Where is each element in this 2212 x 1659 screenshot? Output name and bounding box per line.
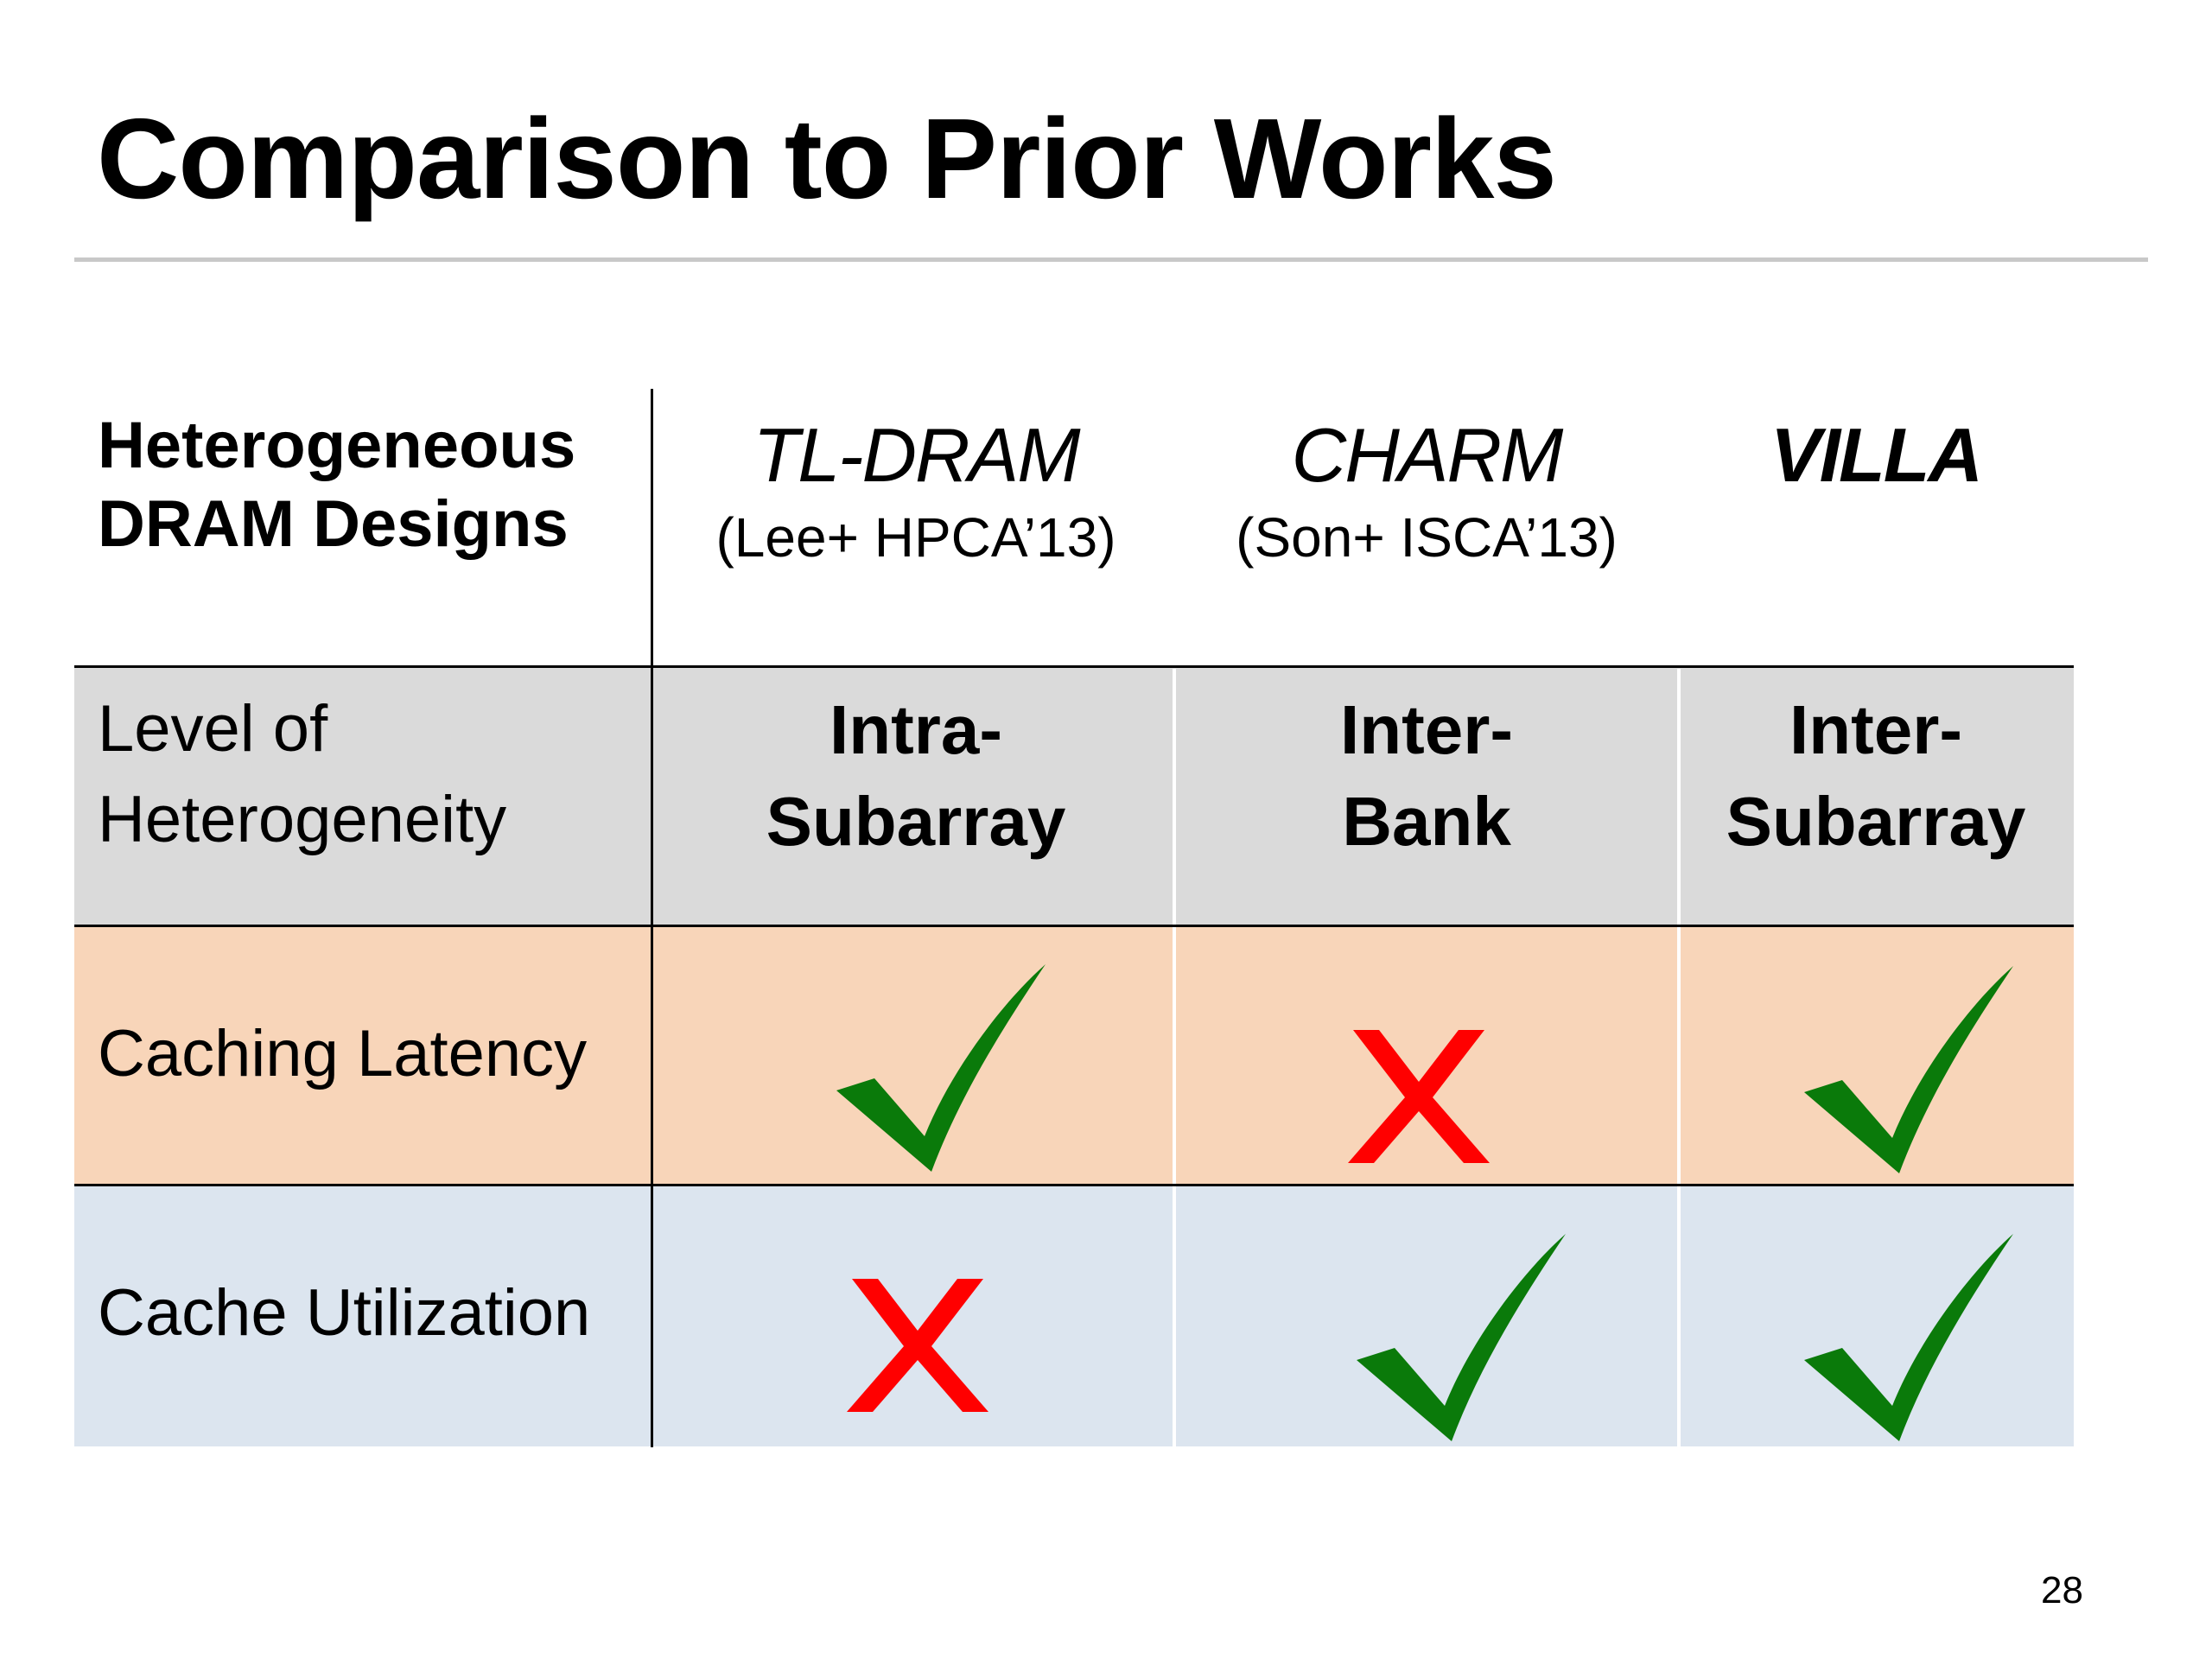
column-divider (1173, 669, 1176, 1446)
table-header-label: Heterogeneous DRAM Designs (98, 406, 575, 563)
cell-line2: Bank (1342, 782, 1511, 860)
row-label-caching-latency: Caching Latency (98, 1017, 588, 1090)
row-label-level-of-heterogeneity: Level of Heterogeneity (98, 684, 506, 866)
row-divider (74, 925, 2074, 927)
check-icon (1357, 1234, 1566, 1441)
row-divider (74, 665, 2074, 668)
column-reference: (Son+ ISCA’13) (1236, 506, 1618, 569)
cross-icon (1348, 1030, 1490, 1163)
row-label-line2: Heterogeneity (98, 782, 507, 856)
check-icon (1804, 1234, 2013, 1441)
table-row-cache-utilization (74, 1185, 2074, 1446)
check-icon (836, 964, 1046, 1172)
header-column-divider (651, 389, 653, 1447)
column-divider (1677, 669, 1681, 1446)
column-name: CHARM (1291, 412, 1564, 498)
header-label-line2: DRAM Designs (98, 487, 569, 562)
cross-icon (847, 1279, 988, 1412)
cell-line1: Intra- (830, 691, 1002, 768)
cell-villa-level: Inter- Subarray (1678, 684, 2074, 867)
column-name: TL-DRAM (753, 412, 1080, 498)
page-number: 28 (2041, 1569, 2083, 1611)
row-label-line1: Level of (98, 692, 328, 766)
header-label-line1: Heterogeneous (98, 409, 576, 482)
table-row-level-of-heterogeneity (74, 666, 2074, 925)
column-reference: (Lee+ HPCA’13) (715, 506, 1116, 569)
column-header-charm: CHARM (Son+ ISCA’13) (1173, 411, 1680, 569)
title-divider (74, 257, 2148, 262)
cell-line1: Inter- (1340, 691, 1513, 768)
column-header-tl-dram: TL-DRAM (Lee+ HPCA’13) (657, 411, 1175, 569)
table-row-caching-latency (74, 925, 2074, 1185)
cell-charm-level: Inter- Bank (1173, 684, 1680, 867)
cell-line2: Subarray (766, 782, 1066, 860)
column-header-villa: VILLA (1678, 411, 2074, 499)
check-icon (1804, 966, 2013, 1173)
slide-title: Comparison to Prior Works (97, 95, 1557, 222)
row-label-cache-utilization: Cache Utilization (98, 1276, 591, 1350)
column-name: VILLA (1770, 412, 1983, 498)
cell-tl-dram-level: Intra- Subarray (657, 684, 1175, 867)
row-divider (74, 1184, 2074, 1186)
cell-line2: Subarray (1726, 782, 2026, 860)
cell-line1: Inter- (1789, 691, 1962, 768)
